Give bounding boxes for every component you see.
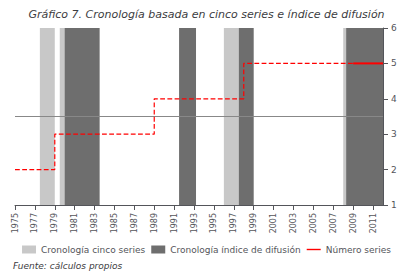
svg-text:1999: 1999: [249, 213, 258, 233]
svg-text:2011: 2011: [369, 213, 378, 233]
svg-text:1: 1: [391, 200, 397, 210]
svg-text:1989: 1989: [150, 213, 159, 233]
svg-text:2001: 2001: [269, 213, 278, 233]
svg-text:2: 2: [391, 165, 397, 175]
svg-text:1983: 1983: [90, 213, 99, 233]
svg-text:Fuente: cálculos propios: Fuente: cálculos propios: [13, 261, 123, 271]
svg-text:1987: 1987: [130, 213, 139, 233]
svg-text:Cronología cinco series: Cronología cinco series: [41, 245, 146, 255]
svg-text:Número series: Número series: [326, 245, 392, 255]
svg-text:4: 4: [391, 94, 397, 104]
svg-text:1977: 1977: [30, 213, 39, 233]
svg-text:1985: 1985: [110, 213, 119, 233]
svg-text:1995: 1995: [209, 213, 218, 233]
svg-text:6: 6: [391, 23, 397, 33]
svg-text:2009: 2009: [349, 213, 358, 233]
svg-text:5: 5: [391, 58, 397, 68]
svg-text:2005: 2005: [309, 213, 318, 233]
svg-text:2003: 2003: [289, 213, 298, 233]
svg-text:2007: 2007: [329, 213, 338, 233]
svg-text:Cronología índice de difusión: Cronología índice de difusión: [170, 245, 300, 255]
svg-text:1993: 1993: [190, 213, 199, 233]
svg-text:3: 3: [391, 129, 397, 139]
svg-text:1981: 1981: [70, 213, 79, 233]
svg-text:1997: 1997: [229, 213, 238, 233]
svg-text:1991: 1991: [170, 213, 179, 233]
svg-text:1975: 1975: [11, 213, 20, 233]
svg-text:1979: 1979: [50, 213, 59, 233]
svg-text:Gráfico 7. Cronología basada e: Gráfico 7. Cronología basada en cinco se…: [28, 8, 384, 21]
